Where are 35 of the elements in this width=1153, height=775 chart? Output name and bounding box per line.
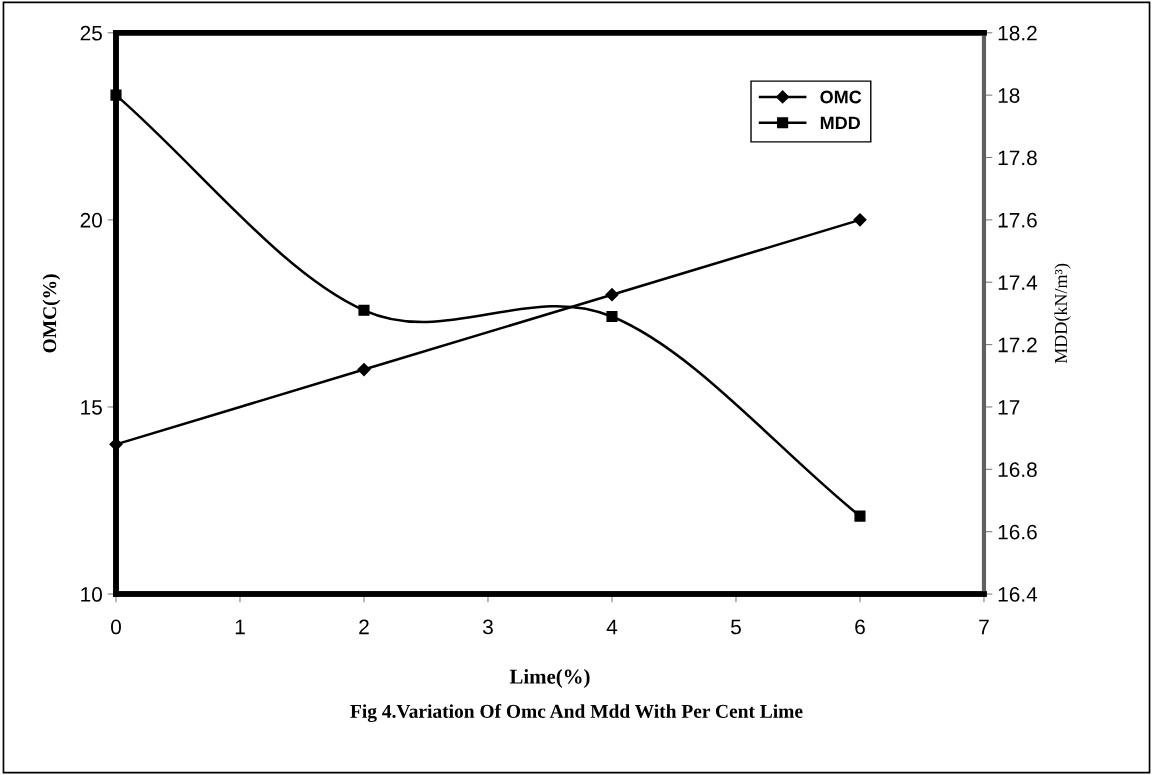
x-tick-label: 7 — [979, 619, 989, 635]
x-tick-label: 5 — [731, 619, 741, 635]
y2-tick-label: 16.8 — [998, 462, 1037, 478]
y2-tick-label: 17 — [998, 400, 1020, 415]
legend-label: OMC — [820, 90, 862, 104]
x-tick-label: 2 — [359, 619, 369, 635]
y2-tick-label: 16.6 — [998, 524, 1037, 540]
y2-tick-label: 17.4 — [998, 275, 1038, 290]
point — [854, 510, 866, 522]
x-tick-label: 0 — [111, 619, 121, 635]
y-tick-label: 10 — [81, 587, 102, 602]
point — [605, 288, 619, 302]
x-tick-label: 6 — [855, 619, 865, 635]
y-tick-label: 25 — [80, 25, 102, 41]
legend-label: MDD — [820, 116, 860, 130]
point — [110, 89, 122, 101]
x-axis-title: Lime(%) — [509, 669, 590, 688]
y2-tick-label: 18.2 — [998, 25, 1037, 41]
point — [853, 213, 867, 227]
y2-tick-label: 18 — [998, 88, 1020, 103]
caption: Fig 4.Variation Of Omc And Mdd With Per Cent Lime — [350, 704, 803, 722]
point — [606, 310, 618, 323]
x-tick-label: 1 — [235, 619, 245, 635]
y-axis-title: OMC(%) — [42, 274, 61, 353]
y2-tick-label: 17.2 — [998, 337, 1037, 353]
x-tick-label: 4 — [606, 619, 618, 635]
point — [357, 362, 371, 377]
y2-axis-title: MDD(kN/m³) — [1054, 263, 1071, 364]
point — [358, 304, 370, 316]
y2-tick-label: 16.4 — [998, 587, 1038, 602]
y2-tick-label: 17.8 — [998, 150, 1037, 166]
y2-tick-label: 17.6 — [998, 212, 1037, 228]
x-tick-label: 3 — [482, 619, 493, 635]
y-tick-label: 20 — [80, 212, 102, 228]
y-tick-label: 15 — [81, 400, 102, 415]
